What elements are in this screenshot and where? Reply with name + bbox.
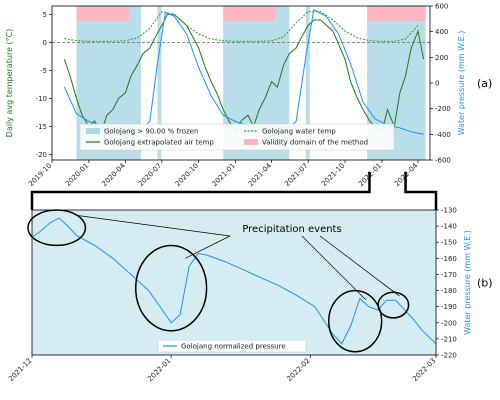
y-tick-label: -10: [36, 95, 47, 103]
y-right-tick-label: -600: [435, 157, 451, 165]
y-tick-label: 5: [43, 11, 47, 19]
panel-b-frame: [31, 209, 437, 356]
precipitation-event-ellipse: [377, 291, 410, 319]
precipitation-event-ellipse: [328, 289, 383, 353]
x-tick-label: 2022-02: [285, 357, 311, 383]
panel-b-x-ticks: 2021-12 2022-01 2022-02 2022-03: [7, 355, 437, 383]
x-tick-label: 2019-10: [27, 162, 53, 188]
x-tick-label: 2021-12: [7, 357, 33, 383]
y-right-tick-label: -170: [441, 271, 457, 279]
x-tick-label: 2020-10: [174, 162, 200, 188]
legend-box: [157, 339, 307, 353]
y-right-tick-label: -150: [441, 239, 457, 247]
y-tick-label: -20: [36, 151, 47, 159]
legend-label: Golojang normalized pressure: [181, 343, 286, 351]
y-right-tick-label: -400: [435, 131, 451, 139]
legend-label: Golojang water temp: [262, 128, 336, 136]
x-tick-label: 2020-01: [64, 162, 90, 188]
panel-a-label: (a): [477, 77, 492, 90]
event-leader-line: [185, 235, 231, 259]
legend-box: [79, 123, 395, 151]
y-right-tick-label: -210: [441, 335, 457, 343]
series-golojang-extrapolated-air-temp: [63, 13, 425, 134]
y-right-tick-label: -220: [441, 352, 457, 360]
x-tick-label: 2021-01: [211, 162, 237, 188]
legend-swatch: [244, 139, 258, 145]
zoom-connector-left: [30, 172, 371, 210]
y-right-tick-label: 0: [435, 80, 439, 88]
panel-a-legend: Golojang > 90.00 % frozen Golojang water …: [79, 123, 395, 151]
y-right-tick-label: -140: [441, 223, 457, 231]
y-right-tick-label: -190: [441, 303, 457, 311]
legend-swatch: [86, 128, 100, 134]
y-tick-label: -15: [36, 123, 47, 131]
panel-b-label: (b): [477, 277, 493, 290]
panel-b: 2021-12 2022-01 2022-02 2022-03 -130 -140 -15…: [7, 207, 493, 384]
frozen-span: [305, 6, 310, 160]
panel-b-ylabel-right: Water pressure (mm W.E.): [463, 230, 472, 335]
x-tick-label: 2022-01: [146, 357, 172, 383]
panel-b-plot-area: [32, 210, 436, 355]
panel-a: 2019-10 2020-01 2020-04 2020-07 2020-10 2021-…: [5, 3, 492, 189]
precipitation-events-annotation: Precipitation events: [242, 224, 341, 235]
panel-a-y-ticks-right: 600 400 200 0 -200 -400 -600: [430, 3, 451, 165]
series-golojang-normalized-pressure: [31, 217, 437, 345]
validity-span: [367, 7, 426, 21]
y-tick-label: -5: [40, 67, 47, 75]
y-right-tick-label: 600: [435, 3, 448, 11]
legend-label: Validity domain of the method: [262, 139, 368, 147]
x-tick-label: 2021-07: [283, 162, 309, 188]
panel-a-y-ticks-left: 5 0 -5 -10 -15 -20: [36, 11, 52, 159]
panel-a-x-ticks: 2019-10 2020-01 2020-04 2020-07 2020-10 2021-…: [27, 160, 420, 188]
y-right-tick-label: -130: [441, 207, 457, 215]
validity-span: [76, 7, 129, 21]
x-tick-label: 2021-10: [320, 162, 346, 188]
legend-label: Golojang > 90.00 % frozen: [104, 128, 198, 136]
frozen-span: [157, 6, 162, 160]
y-right-tick-label: -200: [435, 105, 451, 113]
panel-b-series: [31, 217, 437, 345]
zoom-connector-right: [404, 172, 438, 210]
x-tick-label: 2022-03: [411, 357, 437, 383]
panel-b-legend: Golojang normalized pressure: [157, 339, 307, 353]
zoom-connector: [30, 172, 438, 210]
x-tick-label: 2021-04: [247, 161, 274, 188]
panel-b-y-ticks-right: -130 -140 -150 -160 -170 -180 -190 -200 -210 -220: [436, 207, 457, 360]
validity-span: [223, 7, 276, 21]
event-leader-line: [76, 215, 231, 237]
y-right-tick-label: 400: [435, 28, 448, 36]
y-right-tick-label: -160: [441, 255, 457, 263]
y-right-tick-label: -200: [441, 319, 457, 327]
legend-label: Golojang extrapolated air temp: [104, 139, 214, 147]
precipitation-event-ellipse: [134, 244, 208, 332]
panel-a-shaded-spans: [76, 6, 426, 160]
event-leader-line: [301, 235, 367, 301]
y-right-tick-label: -180: [441, 287, 457, 295]
y-right-tick-label: 200: [435, 54, 448, 62]
panel-a-ylabel-left: Daily avg temperature (°C): [5, 29, 14, 138]
x-tick-label: 2020-07: [137, 162, 163, 188]
panel-a-ylabel-right: Water pressure (mm W.E.): [457, 31, 466, 136]
x-tick-label: 2020-04: [100, 161, 127, 188]
y-tick-label: 0: [43, 39, 47, 47]
event-leader-line: [319, 235, 400, 297]
